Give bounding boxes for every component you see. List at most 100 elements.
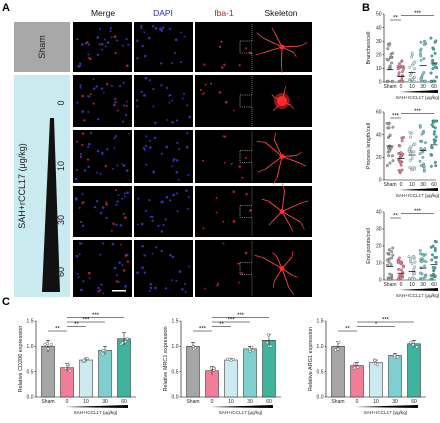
scatter-point [434, 119, 438, 123]
x-group-label: SAH+rCCL17 (μg/kg) [219, 410, 263, 415]
micrograph-Sham-merge [73, 22, 132, 72]
scatter-point [422, 43, 426, 47]
sample-point [192, 347, 196, 351]
x-tick-label: 60 [431, 84, 437, 90]
scatter-point [409, 152, 413, 155]
scatter-point [433, 274, 437, 278]
significance-label: *** [414, 209, 422, 215]
micrograph-30-merge [73, 186, 132, 237]
scatter-point [397, 256, 401, 260]
x-tick-label: Sham [186, 399, 199, 405]
scatter-point [432, 120, 435, 124]
scatter-point [391, 154, 394, 158]
scatter-point [422, 164, 426, 168]
scatter-point [385, 164, 389, 168]
scatter-point [399, 169, 402, 173]
scatter-point [413, 277, 416, 281]
y-axis-label: Branches/cell [366, 31, 372, 64]
significance-label: ** [74, 322, 79, 328]
scatter-point [398, 161, 402, 165]
scatter-point [420, 260, 424, 264]
sample-point [409, 341, 413, 345]
sample-point [266, 333, 270, 337]
y-axis-label: Process length/cell [366, 123, 372, 169]
scatter-point [411, 166, 415, 170]
y-tick-label: 40 [376, 132, 382, 138]
significance-label: * [375, 322, 378, 328]
sample-point [123, 340, 127, 344]
col-header-iba1: Iba-1 [214, 8, 234, 18]
dose-label-0: 0 [56, 100, 66, 105]
scatter-point [422, 71, 426, 75]
scatter-point [429, 274, 433, 277]
scatter-point [423, 253, 427, 256]
sample-point [373, 358, 377, 362]
y-tick-label: 0 [379, 178, 382, 184]
scatter-point [387, 260, 391, 264]
scatter-point [400, 59, 404, 63]
scatter-point [431, 59, 435, 63]
micrograph-10-merge [73, 130, 132, 183]
sample-point [248, 347, 252, 351]
y-tick-label: 0.0 [317, 395, 324, 401]
scatter-point [385, 57, 389, 61]
scatter-point [421, 155, 425, 159]
x-group-label: SAH+rCCL17 (μg/kg) [396, 293, 440, 298]
scatter-point [387, 122, 391, 126]
scatter-point [413, 260, 417, 264]
col-header-dapi: DAPI [153, 8, 173, 18]
micrograph-60-iba-1 [195, 240, 254, 297]
scatter-point [401, 275, 405, 279]
scatter-point [413, 265, 417, 269]
micrograph-60-merge [73, 240, 132, 297]
scatter-point [412, 79, 416, 83]
scatter-point [391, 246, 395, 250]
scatter-point [400, 139, 404, 143]
scatter-point [433, 160, 437, 164]
micrograph-0-dapi [134, 75, 193, 127]
scatter-point [431, 253, 434, 257]
scatter-point [390, 250, 394, 253]
y-tick-label: 1.0 [172, 344, 179, 350]
scatter-point [410, 156, 414, 160]
scatter-point [422, 57, 426, 61]
significance-label: ** [55, 327, 60, 333]
scatter-point [391, 253, 395, 257]
significance-label: *** [92, 313, 100, 319]
bar-10 [224, 359, 238, 398]
micrograph-10-dapi [134, 130, 193, 183]
scatter-point [434, 260, 438, 264]
scatter-point [419, 76, 423, 80]
y-tick-label: 0.5 [172, 369, 179, 375]
scatter-point [387, 66, 391, 70]
sah-label-box [14, 75, 70, 297]
sample-point [411, 343, 415, 347]
dose-wedge [355, 405, 418, 408]
scatter-point [423, 274, 427, 278]
y-tick-label: 0 [379, 278, 382, 284]
x-tick-label: Sham [41, 399, 54, 405]
micrograph-Sham-skeleton [252, 22, 312, 73]
sample-point [396, 355, 400, 359]
scatter-point [400, 64, 404, 68]
y-tick-label: 0.5 [317, 369, 324, 375]
sample-point [66, 363, 70, 367]
scatter-point [433, 130, 436, 134]
scatter-point [421, 73, 424, 77]
x-tick-label: Sham [383, 84, 396, 90]
x-tick-label: 0 [400, 84, 403, 90]
x-group-label: SAH+rCCL17 (μg/kg) [396, 95, 440, 100]
scatter-point [410, 51, 414, 55]
micrograph-10-skeleton [252, 130, 312, 185]
sample-point [229, 358, 233, 362]
x-tick-label: 10 [373, 399, 379, 405]
scatter-point [412, 150, 416, 154]
bar-Sham [186, 346, 200, 398]
column-headers: Merge DAPI Iba-1 Skeleton [91, 8, 298, 18]
scatter-point [407, 255, 411, 259]
scatter-point [429, 145, 433, 149]
y-tick-label: 0 [379, 80, 382, 86]
